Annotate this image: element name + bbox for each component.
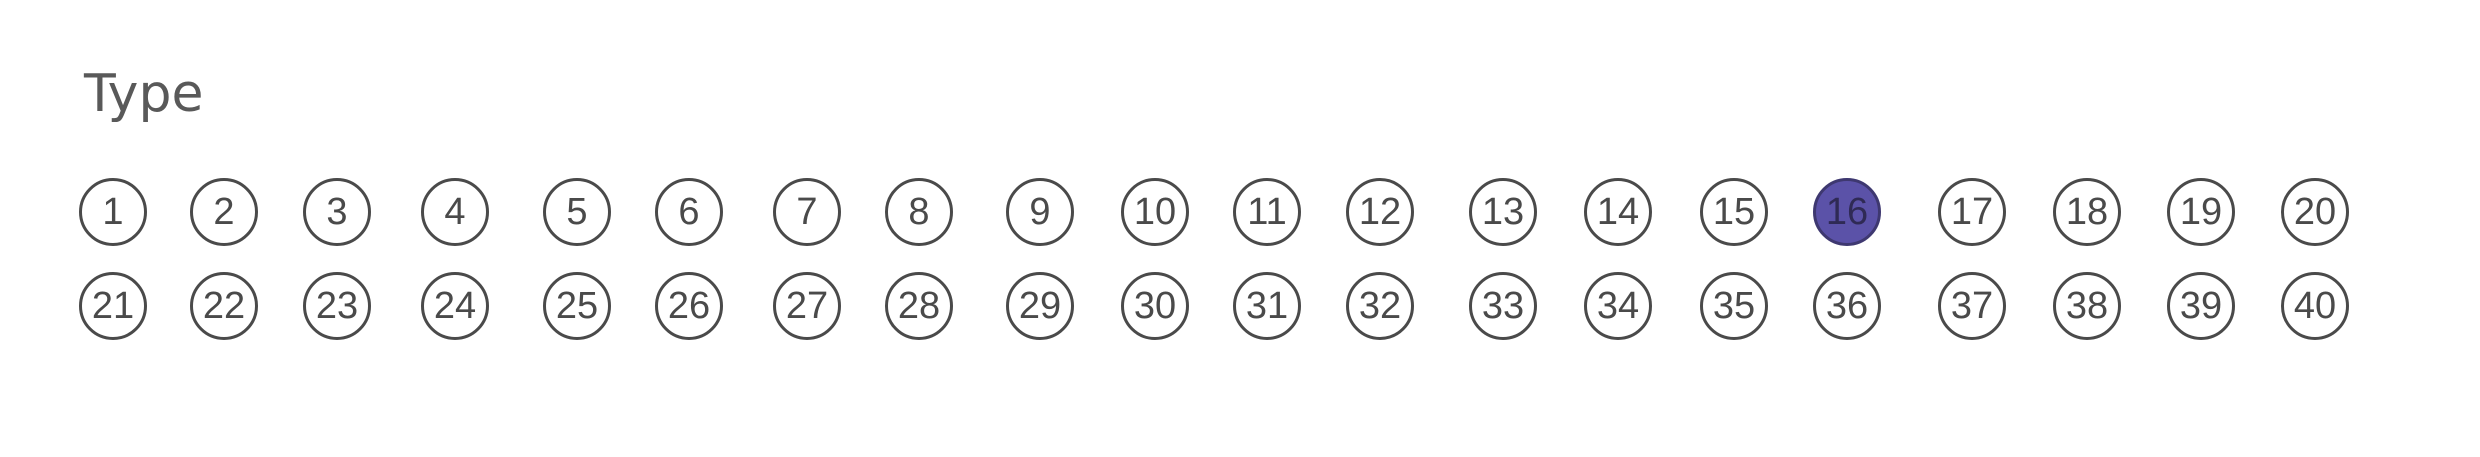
option-bubble-38[interactable]: 38: [2053, 272, 2121, 340]
option-bubble-6[interactable]: 6: [655, 178, 723, 246]
option-bubble-3[interactable]: 3: [303, 178, 371, 246]
option-bubble-2[interactable]: 2: [190, 178, 258, 246]
option-bubble-12[interactable]: 12: [1346, 178, 1414, 246]
option-bubble-11[interactable]: 11: [1233, 178, 1301, 246]
option-bubble-24[interactable]: 24: [421, 272, 489, 340]
option-bubble-7[interactable]: 7: [773, 178, 841, 246]
option-bubble-19[interactable]: 19: [2167, 178, 2235, 246]
option-bubble-29[interactable]: 29: [1006, 272, 1074, 340]
option-bubble-30[interactable]: 30: [1121, 272, 1189, 340]
option-bubble-37[interactable]: 37: [1938, 272, 2006, 340]
bubble-row-2: 21 22 23 24 25 26 27 28 29 30 31 32 33 34 35 36 37 38 39 40: [0, 272, 2480, 344]
option-bubble-25[interactable]: 25: [543, 272, 611, 340]
bubble-row-1: 1 2 3 4 5 6 7 8 9 10 11 12 13 14 15 16 17 18 19 20: [0, 178, 2480, 250]
option-bubble-28[interactable]: 28: [885, 272, 953, 340]
option-bubble-35[interactable]: 35: [1700, 272, 1768, 340]
option-bubble-22[interactable]: 22: [190, 272, 258, 340]
option-bubble-18[interactable]: 18: [2053, 178, 2121, 246]
option-bubble-1[interactable]: 1: [79, 178, 147, 246]
option-bubble-21[interactable]: 21: [79, 272, 147, 340]
option-bubble-27[interactable]: 27: [773, 272, 841, 340]
option-bubble-26[interactable]: 26: [655, 272, 723, 340]
option-bubble-39[interactable]: 39: [2167, 272, 2235, 340]
option-bubble-16[interactable]: 16: [1813, 178, 1881, 246]
option-bubble-23[interactable]: 23: [303, 272, 371, 340]
option-bubble-14[interactable]: 14: [1584, 178, 1652, 246]
option-bubble-9[interactable]: 9: [1006, 178, 1074, 246]
option-bubble-8[interactable]: 8: [885, 178, 953, 246]
option-bubble-33[interactable]: 33: [1469, 272, 1537, 340]
section-title: Type: [84, 64, 204, 124]
option-bubble-34[interactable]: 34: [1584, 272, 1652, 340]
option-bubble-5[interactable]: 5: [543, 178, 611, 246]
option-bubble-40[interactable]: 40: [2281, 272, 2349, 340]
option-bubble-13[interactable]: 13: [1469, 178, 1537, 246]
option-bubble-32[interactable]: 32: [1346, 272, 1414, 340]
option-bubble-4[interactable]: 4: [421, 178, 489, 246]
option-bubble-31[interactable]: 31: [1233, 272, 1301, 340]
option-bubble-36[interactable]: 36: [1813, 272, 1881, 340]
option-bubble-15[interactable]: 15: [1700, 178, 1768, 246]
option-bubble-17[interactable]: 17: [1938, 178, 2006, 246]
option-bubble-10[interactable]: 10: [1121, 178, 1189, 246]
option-bubble-20[interactable]: 20: [2281, 178, 2349, 246]
